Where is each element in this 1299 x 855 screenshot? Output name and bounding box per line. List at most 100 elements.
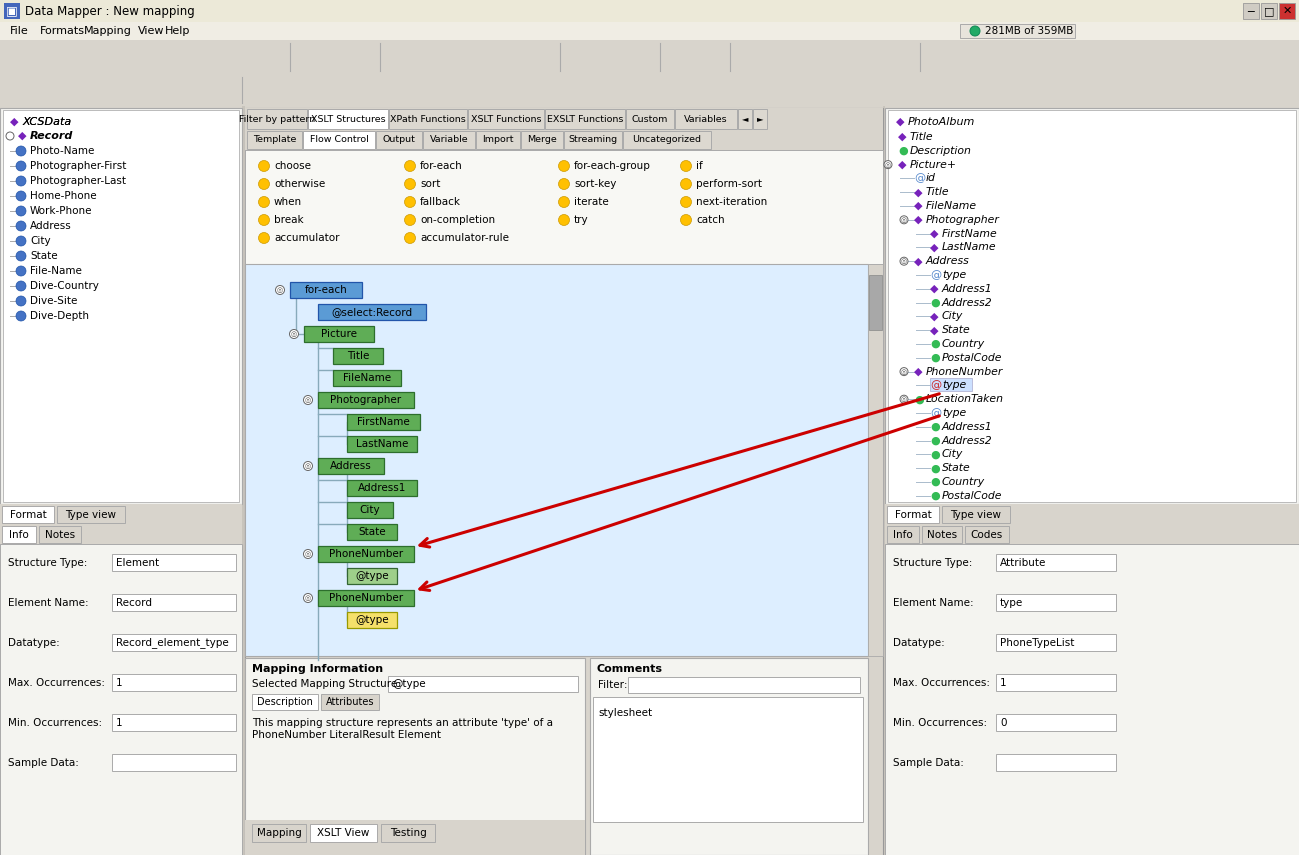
Text: ◎: ◎: [902, 258, 907, 264]
Text: sort-key: sort-key: [574, 179, 616, 189]
Text: □: □: [1264, 6, 1274, 16]
Text: State: State: [942, 325, 970, 335]
Bar: [869, 275, 882, 330]
Text: Notes: Notes: [927, 529, 957, 540]
Circle shape: [259, 233, 269, 244]
Text: 1: 1: [1000, 678, 1007, 688]
Text: Address: Address: [330, 461, 372, 471]
Text: PhoneNumber: PhoneNumber: [329, 549, 403, 559]
Text: Title: Title: [347, 351, 369, 361]
Bar: [347, 568, 397, 584]
Bar: [112, 674, 236, 691]
Text: Max. Occurrences:: Max. Occurrences:: [8, 678, 105, 688]
Text: Data Mapper : New mapping: Data Mapper : New mapping: [25, 4, 195, 17]
Text: Dive-Site: Dive-Site: [30, 296, 78, 306]
Bar: [594, 697, 863, 822]
Text: Picture: Picture: [321, 329, 357, 339]
Bar: [468, 109, 544, 129]
Text: Datatype:: Datatype:: [892, 638, 944, 648]
Circle shape: [290, 329, 299, 339]
Bar: [868, 264, 883, 656]
Bar: [546, 109, 625, 129]
Text: ◆: ◆: [10, 117, 18, 127]
Text: ◎: ◎: [305, 595, 310, 601]
Text: Output: Output: [383, 135, 416, 144]
Text: ●: ●: [930, 353, 939, 363]
Bar: [1261, 3, 1277, 19]
Text: Picture+: Picture+: [911, 160, 957, 169]
Text: ◆: ◆: [930, 228, 938, 239]
Text: Sample Data:: Sample Data:: [8, 758, 79, 768]
Bar: [922, 526, 963, 543]
Text: ●: ●: [930, 477, 939, 487]
Text: Record_element_type: Record_element_type: [116, 638, 229, 648]
Text: ◎: ◎: [305, 551, 310, 557]
Text: for-each: for-each: [305, 285, 347, 295]
Text: Datatype:: Datatype:: [8, 638, 60, 648]
Bar: [252, 824, 307, 842]
Bar: [347, 480, 417, 496]
Text: Element: Element: [116, 558, 158, 568]
Text: when: when: [274, 197, 303, 207]
Bar: [564, 131, 622, 149]
Text: Info: Info: [9, 529, 29, 540]
Text: ◎: ◎: [902, 369, 907, 374]
Text: Type view: Type view: [65, 510, 117, 520]
Text: ◆: ◆: [898, 160, 907, 169]
Text: Home-Phone: Home-Phone: [30, 191, 96, 201]
Circle shape: [16, 266, 26, 276]
Text: View: View: [138, 26, 165, 36]
Text: Uncategorized: Uncategorized: [633, 135, 701, 144]
Text: ◆: ◆: [896, 117, 904, 127]
Text: ─: ─: [1247, 6, 1255, 16]
Text: type: type: [942, 408, 966, 418]
Text: Element Name:: Element Name:: [8, 598, 88, 608]
Bar: [333, 370, 401, 386]
Text: accumulator: accumulator: [274, 233, 339, 243]
Bar: [246, 264, 868, 656]
Circle shape: [16, 251, 26, 261]
Bar: [246, 150, 883, 264]
Bar: [318, 458, 385, 474]
Text: for-each: for-each: [420, 161, 462, 171]
Text: Attribute: Attribute: [1000, 558, 1047, 568]
Text: Country: Country: [942, 339, 985, 349]
Text: Address: Address: [926, 256, 970, 266]
Text: Type view: Type view: [951, 510, 1002, 520]
Text: LocationTaken: LocationTaken: [926, 394, 1004, 404]
Bar: [3, 110, 239, 502]
Bar: [112, 714, 236, 731]
Text: Format: Format: [895, 510, 931, 520]
Bar: [347, 612, 397, 628]
Bar: [318, 590, 414, 606]
Text: XSLT Functions: XSLT Functions: [470, 115, 542, 123]
Bar: [996, 594, 1116, 611]
Text: PostalCode: PostalCode: [942, 491, 1003, 501]
Circle shape: [16, 221, 26, 231]
Circle shape: [559, 161, 569, 172]
Text: FileName: FileName: [926, 201, 977, 211]
Bar: [4, 3, 19, 19]
Text: Photographer-First: Photographer-First: [30, 161, 126, 171]
Text: Min. Occurrences:: Min. Occurrences:: [892, 718, 987, 728]
Text: iterate: iterate: [574, 197, 609, 207]
Bar: [930, 379, 972, 392]
Bar: [0, 0, 1299, 22]
Text: break: break: [274, 215, 304, 225]
Text: Address2: Address2: [942, 298, 992, 308]
Text: Photo-Name: Photo-Name: [30, 146, 95, 156]
Bar: [246, 108, 883, 130]
Bar: [887, 526, 918, 543]
Text: Work-Phone: Work-Phone: [30, 206, 92, 216]
Text: ●: ●: [930, 463, 939, 473]
Text: Address: Address: [30, 221, 71, 231]
Text: City: City: [942, 450, 964, 459]
Text: ◆: ◆: [914, 367, 922, 376]
Text: State: State: [359, 527, 386, 537]
Bar: [3, 526, 36, 543]
Text: ◆: ◆: [930, 311, 938, 321]
Text: Max. Occurrences:: Max. Occurrences:: [892, 678, 990, 688]
Text: Address1: Address1: [942, 422, 992, 432]
Text: @type: @type: [355, 571, 388, 581]
Bar: [247, 131, 301, 149]
